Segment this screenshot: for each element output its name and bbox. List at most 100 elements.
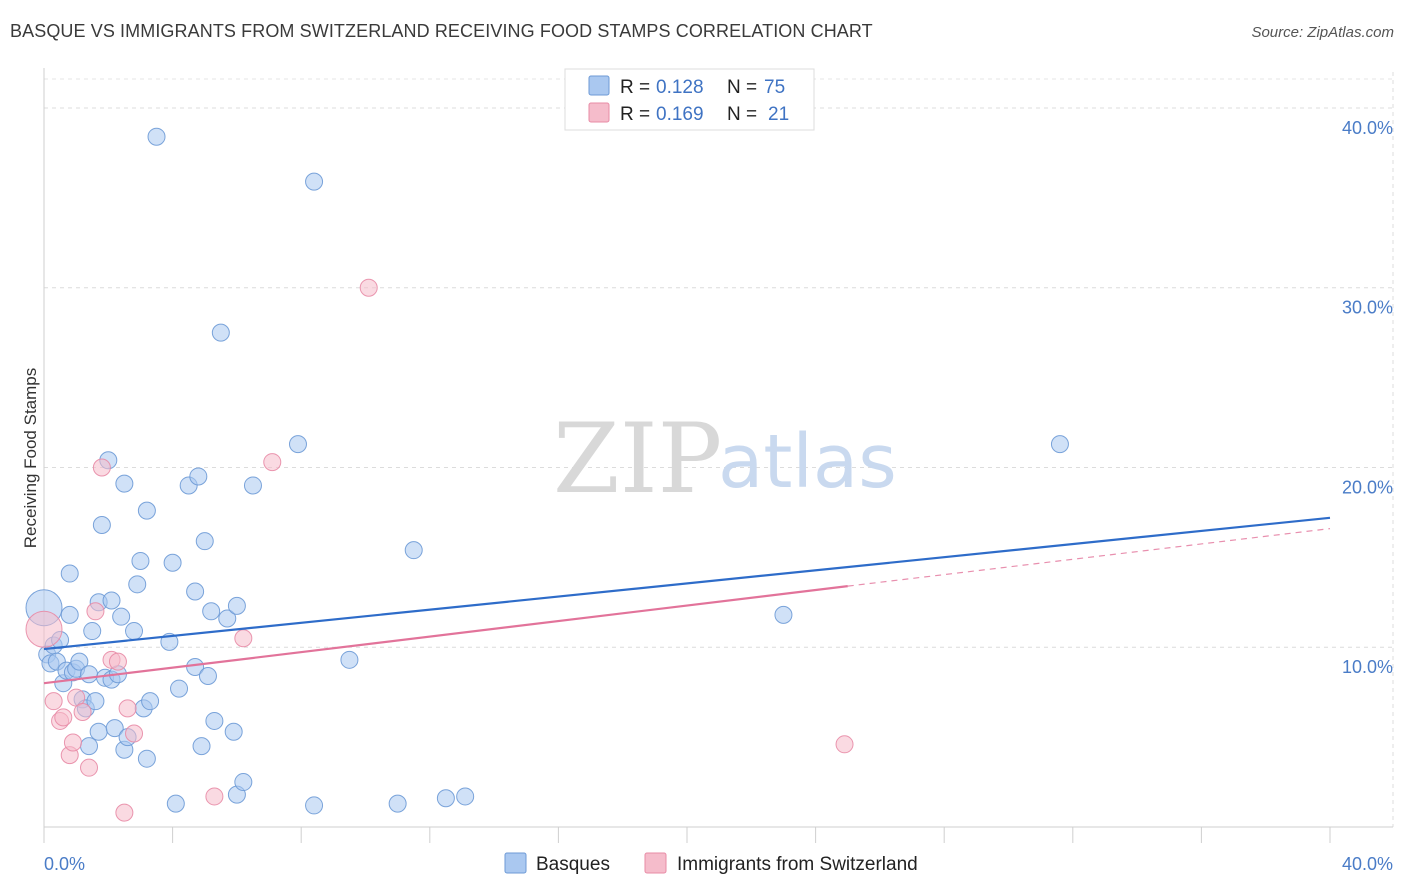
trend-lines xyxy=(43,516,1331,685)
switzerland-point xyxy=(54,708,73,727)
basques-point xyxy=(192,737,211,756)
switzerland-trend-extension xyxy=(847,527,1331,587)
basques-point xyxy=(195,532,214,551)
legend-n-value: 75 xyxy=(764,77,785,98)
watermark-atlas: atlas xyxy=(718,419,897,505)
switzerland-point xyxy=(108,652,127,671)
x-tick-label: 0.0% xyxy=(44,854,85,874)
basques-point xyxy=(288,435,307,454)
switzerland-point xyxy=(63,733,82,752)
y-tick-label: 40.0% xyxy=(1342,118,1393,138)
legend-n-label: N = xyxy=(727,104,757,125)
basques-point xyxy=(227,596,246,615)
switzerland-trend-line xyxy=(43,585,848,685)
switzerland-point xyxy=(86,602,105,621)
y-axis-label: Receiving Food Stamps xyxy=(21,368,40,548)
basques-point xyxy=(83,622,102,641)
basques-point xyxy=(305,796,324,815)
switzerland-point xyxy=(125,724,144,743)
legend-swatch-switzerland xyxy=(588,102,610,123)
y-tick-label: 10.0% xyxy=(1342,657,1393,677)
basques-point xyxy=(60,564,79,583)
legend-n-label: N = xyxy=(727,77,757,98)
bottom-legend-swatch-switzerland xyxy=(644,852,667,874)
switzerland-point xyxy=(92,458,111,477)
source-label: Source: ZipAtlas.com xyxy=(1251,24,1394,41)
basques-point xyxy=(137,501,156,520)
x-tick-label: 40.0% xyxy=(1342,854,1393,874)
basques-point xyxy=(170,679,189,698)
switzerland-point xyxy=(80,758,99,777)
basques-point xyxy=(115,474,134,493)
basques-point xyxy=(234,773,253,792)
basques-point xyxy=(89,722,108,741)
basques-point xyxy=(456,787,475,806)
basques-point xyxy=(189,467,208,486)
basques-point xyxy=(774,605,793,624)
basques-point xyxy=(125,622,144,641)
basques-point xyxy=(147,127,166,146)
basques-point xyxy=(202,602,221,621)
switzerland-point xyxy=(835,735,854,754)
basques-point xyxy=(186,582,205,601)
basques-point xyxy=(436,789,455,808)
y-tick-label: 30.0% xyxy=(1342,298,1393,318)
watermark-zip: ZIP xyxy=(553,403,722,515)
switzerland-point xyxy=(73,702,92,721)
switzerland-point xyxy=(359,278,378,297)
legend-swatch-basques xyxy=(588,75,610,96)
basques-point xyxy=(105,719,124,738)
watermark: ZIP atlas xyxy=(553,403,897,515)
basques-point xyxy=(70,652,89,671)
switzerland-point xyxy=(115,803,134,822)
y-tick-labels: 10.0% 20.0% 30.0% 40.0% xyxy=(1342,118,1393,677)
basques-point xyxy=(102,591,121,610)
switzerland-point xyxy=(205,787,224,806)
switzerland-point xyxy=(234,629,253,648)
basques-point xyxy=(92,516,111,534)
basques-point xyxy=(224,722,243,741)
switzerland-point xyxy=(44,692,63,711)
basques-point xyxy=(205,711,224,730)
basques-point xyxy=(340,650,359,669)
chart-title: BASQUE VS IMMIGRANTS FROM SWITZERLAND RE… xyxy=(10,21,873,41)
basques-point xyxy=(80,665,99,684)
basques-point xyxy=(141,692,160,711)
basques-trend-line xyxy=(43,516,1331,651)
legend-r-label: R = xyxy=(620,104,650,125)
basques-point xyxy=(86,692,105,711)
basques-point xyxy=(60,605,79,624)
basques-point xyxy=(388,794,407,813)
legend-r-value: 0.169 xyxy=(656,104,704,125)
series-legend: Basques Immigrants from Switzerland xyxy=(504,852,918,875)
basques-point xyxy=(112,607,131,626)
basques-point xyxy=(404,541,423,560)
bottom-legend-swatch-basques xyxy=(504,852,527,874)
basques-point xyxy=(1050,435,1069,454)
y-tick-label: 20.0% xyxy=(1342,477,1393,497)
switzerland-point xyxy=(25,610,63,648)
switzerland-point xyxy=(263,453,282,472)
basques-point xyxy=(131,551,150,570)
data-points xyxy=(25,127,1069,822)
basques-point xyxy=(80,737,99,756)
basques-point xyxy=(243,476,262,495)
basques-point xyxy=(198,667,217,685)
bottom-legend-label-switzerland: Immigrants from Switzerland xyxy=(677,854,918,875)
stats-legend: R = 0.128 N = 75 R = 0.169 N = 21 xyxy=(564,68,815,131)
axes xyxy=(43,68,1393,843)
x-tick-labels: 0.0% 40.0% xyxy=(44,854,1393,874)
basques-point xyxy=(163,553,182,572)
basques-point xyxy=(137,749,156,768)
legend-r-value: 0.128 xyxy=(656,77,704,98)
basques-point xyxy=(166,794,185,813)
bottom-legend-label-basques: Basques xyxy=(536,854,610,875)
legend-n-value: 21 xyxy=(768,104,789,125)
legend-r-label: R = xyxy=(620,77,650,98)
basques-point xyxy=(211,323,230,342)
basques-point xyxy=(305,172,324,191)
basques-point xyxy=(218,609,237,628)
switzerland-point xyxy=(118,699,137,718)
basques-point xyxy=(128,575,147,594)
